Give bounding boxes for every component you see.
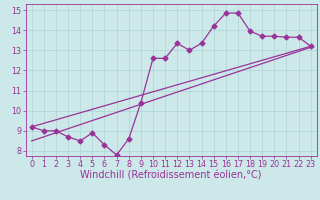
X-axis label: Windchill (Refroidissement éolien,°C): Windchill (Refroidissement éolien,°C) <box>80 171 262 181</box>
